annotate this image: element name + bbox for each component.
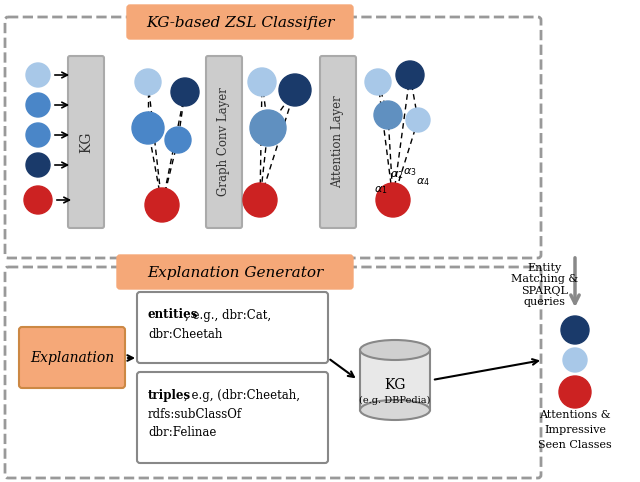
Text: KG-based ZSL Classifier: KG-based ZSL Classifier [146,16,334,30]
Text: $\alpha_2$: $\alpha_2$ [390,169,404,181]
Circle shape [135,69,161,95]
Circle shape [26,93,50,117]
Circle shape [396,61,424,89]
Text: triples: triples [148,388,191,402]
FancyBboxPatch shape [137,292,328,363]
Text: (e.g. DBPedia): (e.g. DBPedia) [359,395,431,404]
FancyBboxPatch shape [19,327,125,388]
FancyBboxPatch shape [127,5,353,39]
Circle shape [406,108,430,132]
Text: Explanation: Explanation [30,351,114,365]
Text: $\alpha_3$: $\alpha_3$ [403,166,417,178]
Text: KG: KG [79,131,93,153]
FancyBboxPatch shape [320,56,356,228]
FancyBboxPatch shape [117,255,353,289]
Circle shape [26,63,50,87]
Circle shape [559,376,591,408]
Circle shape [26,123,50,147]
Text: $\alpha_1$: $\alpha_1$ [374,184,388,196]
Circle shape [248,68,276,96]
Text: entities: entities [148,308,198,321]
Ellipse shape [360,400,430,420]
Text: Explanation Generator: Explanation Generator [147,266,323,280]
Circle shape [374,101,402,129]
Circle shape [145,188,179,222]
Text: Attention Layer: Attention Layer [332,95,344,188]
Text: Seen Classes: Seen Classes [538,440,612,450]
Circle shape [561,316,589,344]
Circle shape [243,183,277,217]
Text: Attentions &: Attentions & [539,410,611,420]
Circle shape [279,74,311,106]
Text: Entity
Matching &
SPARQL
queries: Entity Matching & SPARQL queries [511,263,579,308]
Circle shape [365,69,391,95]
Text: dbr:Felinae: dbr:Felinae [148,427,216,440]
Text: , e.g, (dbr:Cheetah,: , e.g, (dbr:Cheetah, [184,388,300,402]
Ellipse shape [360,340,430,360]
Text: , e.g., dbr:Cat,: , e.g., dbr:Cat, [185,308,271,321]
Circle shape [376,183,410,217]
Circle shape [165,127,191,153]
Circle shape [24,186,52,214]
Text: KG: KG [384,378,406,392]
Text: rdfs:subClassOf: rdfs:subClassOf [148,409,242,421]
Circle shape [26,153,50,177]
Text: dbr:Cheetah: dbr:Cheetah [148,329,222,342]
Circle shape [250,110,286,146]
Text: Graph Conv Layer: Graph Conv Layer [218,88,230,197]
Circle shape [563,348,587,372]
Text: Impressive: Impressive [544,425,606,435]
Circle shape [132,112,164,144]
FancyBboxPatch shape [68,56,104,228]
FancyBboxPatch shape [137,372,328,463]
FancyBboxPatch shape [206,56,242,228]
FancyBboxPatch shape [360,350,430,410]
Text: $\alpha_4$: $\alpha_4$ [416,176,430,188]
Circle shape [171,78,199,106]
